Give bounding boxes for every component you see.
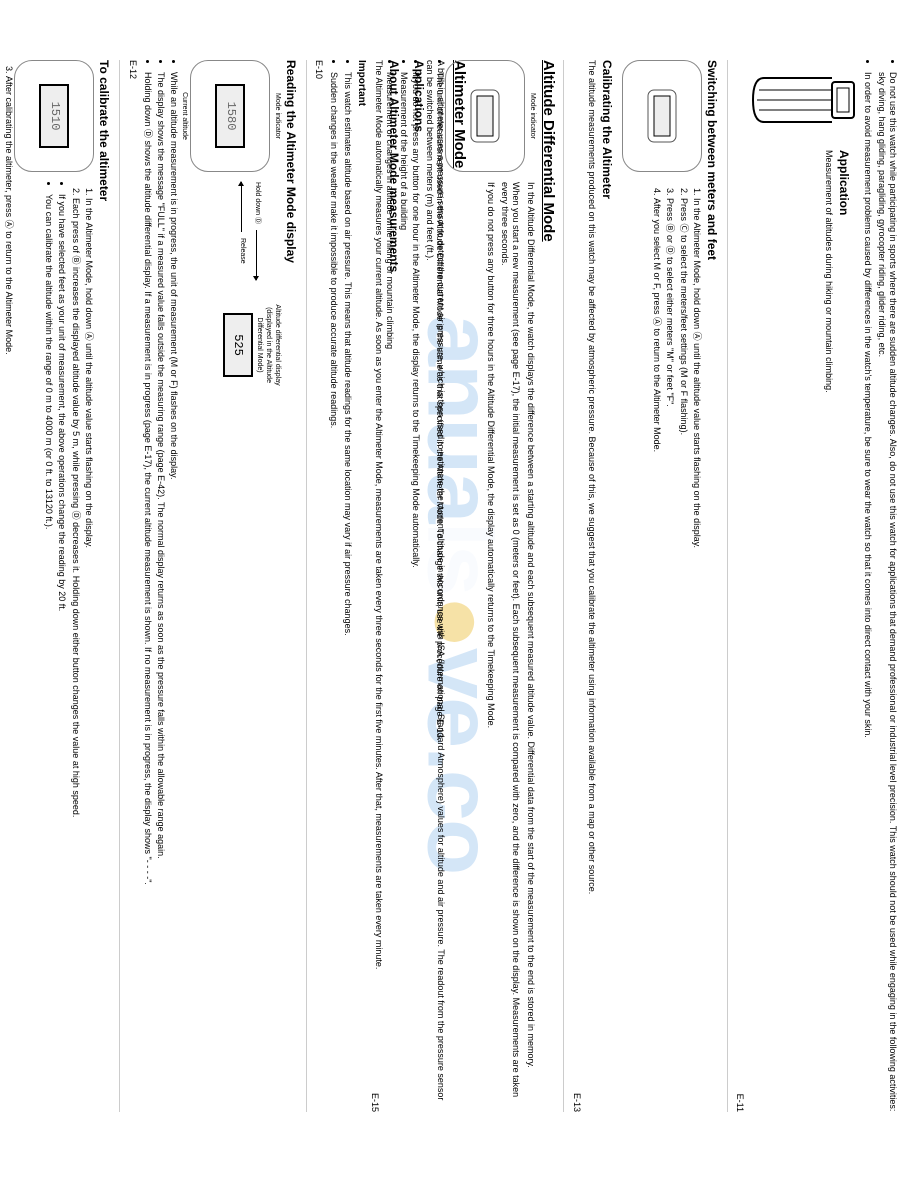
page-number-e10: E-10	[313, 60, 324, 1112]
watch-icon	[642, 86, 682, 146]
diff-p1: In the Altitude Differential Mode, the w…	[525, 182, 536, 1112]
watch-illustration-units	[622, 60, 702, 172]
hold-arrow: Hold down Ⓓ	[252, 182, 261, 280]
dash-display-note: Holding down Ⓓ shows the altitude differ…	[142, 72, 153, 1112]
lcd-cal: 1510	[40, 84, 70, 148]
diff-display-label: Altitude differential display (displayed…	[255, 290, 281, 400]
arrow-block: Hold down Ⓓ Release	[238, 182, 282, 280]
watch-illustration-main: 1580	[190, 60, 270, 172]
divider-3	[727, 60, 728, 1112]
arrow-left-icon	[241, 182, 242, 232]
switch-steps: In the Altimeter Mode, hold down Ⓐ until…	[648, 182, 702, 1112]
calibrating-altimeter-text: The altitude measurements produced on th…	[586, 60, 597, 1112]
diff-unit-note: The unit of measurement used in the Alti…	[434, 72, 445, 1112]
current-altitude-label: Current altitude	[180, 92, 189, 140]
cal-step-1: In the Altimeter Mode, hold down Ⓐ until…	[83, 198, 94, 1112]
calibrating-altimeter-heading: Calibrating the Altimeter	[599, 60, 614, 1112]
application-desc: Measurement of altitudes during hiking o…	[823, 150, 834, 1112]
page-number-e11: E-11	[734, 60, 745, 1112]
sw-step-1: In the Altimeter Mode, hold down Ⓐ until…	[691, 198, 702, 1112]
diff-p3: If you do not press any button for three…	[485, 182, 496, 1112]
full-message-note: The display shows the message "FULL" if …	[155, 72, 166, 1112]
calibrate-row: 1510 In the Altimeter Mode, hold down Ⓐ …	[15, 60, 95, 1112]
watch-illustration-cal: 1510	[15, 60, 95, 172]
cal-feet-note: If you have selected feet as your unit o…	[56, 194, 67, 1112]
diff-figure: Mode indicator	[445, 60, 536, 172]
hold-label: Hold down Ⓓ	[252, 182, 261, 224]
page-number-e12: E-12	[127, 60, 138, 1112]
watch-illustration-diff	[445, 60, 525, 172]
switch-units-row: In the Altimeter Mode, hold down Ⓐ until…	[622, 60, 702, 1112]
lcd-main: 1580	[215, 84, 245, 148]
release-arrow: Release	[238, 182, 247, 280]
sw-step-3: Press Ⓑ or Ⓓ to select either meters "M"…	[664, 198, 675, 1112]
cal-step-2: Each press of Ⓑ increases the displayed …	[70, 198, 81, 1112]
warning-bullet-2: In order to avoid measurement problems c…	[862, 72, 873, 1112]
reading-display-heading: Reading the Altimeter Mode display	[283, 60, 298, 1112]
watch-diff-icon	[465, 86, 505, 146]
switch-units-heading: Switching between meters and feet	[704, 60, 719, 1112]
mode-indicator-label: Mode indicator	[272, 93, 281, 139]
diff-mode-title: Altitude Differential Mode	[539, 60, 558, 1112]
application-text: Application Measurement of altitudes dur…	[820, 150, 859, 1112]
diff-text: In the Altitude Differential Mode, the w…	[482, 182, 536, 1112]
page-root: anuals●ve.co Altimeter Mode A built-in a…	[0, 0, 918, 1188]
lcd-diff: 525	[223, 313, 253, 377]
application-heading: Application	[836, 150, 851, 1112]
diff-p2: When you start a new measurement (see pa…	[499, 182, 522, 1112]
sw-step-4: After you select M or F, press Ⓐ to retu…	[651, 198, 662, 1112]
mode-indicator-label-2: Mode indicator	[527, 93, 536, 139]
calibrate-steps: In the Altimeter Mode, hold down Ⓐ until…	[40, 182, 95, 1112]
important-bullet-2: Sudden changes in the weather make it im…	[328, 72, 339, 1112]
applications-heading: Applications	[411, 60, 426, 1112]
sw-step-2: Press Ⓒ to select the meters/feet settin…	[678, 198, 689, 1112]
arrow-right-icon	[256, 230, 257, 280]
divider	[306, 60, 307, 1112]
wrist-icon	[749, 60, 859, 140]
application-row: Application Measurement of altitudes dur…	[749, 60, 859, 1112]
cal-range-note: You can calibrate the altitude within th…	[43, 194, 54, 1112]
important-bullet-1: This watch estimates altitude based on a…	[342, 72, 353, 1112]
release-label: Release	[238, 238, 247, 264]
divider-4	[564, 60, 565, 1112]
column-right: Do not use this watch while participatin…	[478, 60, 898, 1120]
main-watch-figure: Mode indicator 1580 Current altitude	[180, 60, 282, 172]
wrist-illustration	[749, 60, 859, 140]
important-heading: Important	[355, 60, 368, 1112]
diff-mode-row: Mode indicator In the Altitude Different…	[445, 60, 536, 1112]
calibrate-heading: To calibrate the altimeter	[97, 60, 112, 1112]
page-number-e13: E-13	[571, 60, 582, 1112]
warning-bullet-1: Do not use this watch while participatin…	[876, 72, 899, 1112]
page-number-e15: E-15	[369, 60, 380, 1112]
apps-bullet-2: Measurement of changes in altitude while…	[384, 72, 395, 1112]
divider-2	[120, 60, 121, 1112]
apps-bullet-1: Measurement of the height of a building	[398, 72, 409, 1112]
cal-step-3: After calibrating the altimeter, press Ⓐ…	[3, 76, 14, 1112]
diff-display-figure: Altitude differential display (displayed…	[223, 290, 281, 400]
display-figure-row: Mode indicator 1580 Current altitude Hol…	[180, 60, 282, 1112]
unit-flash-note: While an altitude measurement is in prog…	[168, 72, 179, 1112]
